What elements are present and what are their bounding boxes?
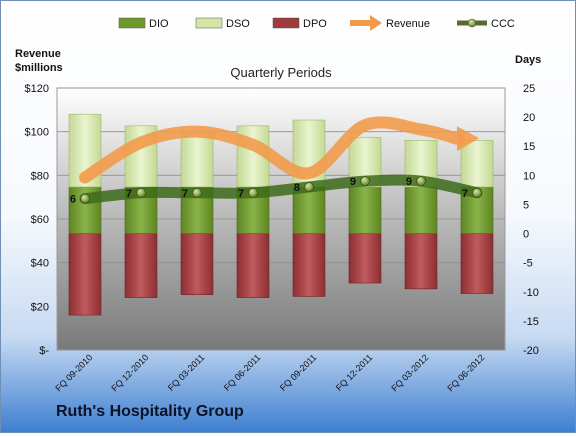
- ccc-point: [80, 193, 90, 204]
- y-left-label-line1: Revenue: [15, 48, 61, 60]
- y-left-tick-label: $120: [25, 83, 49, 95]
- ccc-point: [192, 187, 202, 198]
- revenue-line: [79, 116, 465, 184]
- x-tick-label: FQ 03-2011: [166, 352, 207, 393]
- legend-swatch-arrowhead: [370, 15, 382, 31]
- bar-dpo: [292, 233, 326, 297]
- ccc-data-label: 7: [182, 188, 188, 200]
- ccc-point: [304, 182, 314, 192]
- chart-title: Quarterly Periods: [230, 65, 332, 80]
- y-right-label: Days: [515, 54, 541, 66]
- bar-dpo: [180, 233, 214, 295]
- legend-label: DIO: [149, 18, 169, 30]
- ccc-data-label: 6: [70, 194, 76, 206]
- ccc-data-label: 9: [350, 176, 356, 188]
- legend-item-ccc: CCC: [457, 18, 515, 30]
- bar-dpo: [236, 233, 270, 298]
- bar-dpo: [124, 233, 158, 298]
- bar-dpo: [348, 233, 382, 284]
- x-tick-label: FQ 12-2010: [109, 352, 150, 393]
- y-right-tick-label: -5: [523, 258, 533, 270]
- legend-label: DPO: [303, 18, 327, 30]
- legend-item-dso: DSO: [195, 17, 250, 30]
- ccc-point: [136, 187, 146, 198]
- company-name: Ruth's Hospitality Group: [56, 403, 244, 420]
- y-left-tick-label: $80: [31, 170, 49, 182]
- y-right-tick-label: 10: [523, 170, 535, 182]
- y-right-tick-label: 20: [523, 112, 535, 124]
- legend-swatch: [272, 17, 300, 29]
- y-left-tick-label: $-: [39, 345, 49, 357]
- bar-dpo: [404, 233, 438, 290]
- ccc-data-label: 7: [126, 188, 132, 200]
- y-right-tick-label: 15: [523, 141, 535, 153]
- legend-swatch-dot: [467, 18, 477, 28]
- legend-label: Revenue: [386, 18, 430, 30]
- ccc-data-label: 9: [406, 176, 412, 188]
- x-tick-label: FQ 06-2011: [222, 352, 263, 393]
- legend-swatch: [195, 17, 223, 29]
- legend-label: CCC: [491, 18, 515, 30]
- x-tick-label: FQ 06-2012: [445, 352, 486, 393]
- revenue-arrowhead: [457, 126, 479, 152]
- y-left-tick-label: $100: [25, 127, 49, 139]
- y-left-label-line2: $millions: [15, 62, 63, 74]
- legend-label: DSO: [226, 18, 250, 30]
- ccc-data-label: 8: [294, 182, 300, 194]
- x-tick-label: FQ 09-2010: [53, 352, 94, 393]
- y-left-tick-label: $20: [31, 301, 49, 313]
- legend-swatch: [350, 20, 372, 26]
- ccc-point: [248, 187, 258, 198]
- bar-dso: [180, 131, 214, 188]
- ccc-point: [472, 187, 482, 198]
- legend-item-dio: DIO: [118, 17, 169, 30]
- bar-dpo: [460, 233, 494, 294]
- y-right-tick-label: -10: [523, 287, 539, 299]
- x-tick-label: FQ 09-2011: [278, 352, 319, 393]
- x-tick-label: FQ 12-2011: [334, 352, 375, 393]
- ccc-data-label: 7: [462, 188, 468, 200]
- y-right-tick-label: -15: [523, 316, 539, 328]
- y-right-tick-label: 0: [523, 229, 529, 241]
- legend-swatch: [118, 17, 146, 29]
- bar-dio: [404, 186, 438, 234]
- y-right-tick-label: -20: [523, 345, 539, 357]
- bar-dpo: [68, 233, 102, 316]
- y-left-tick-label: $60: [31, 214, 49, 226]
- ccc-point: [416, 176, 426, 187]
- bar-dio: [292, 186, 326, 234]
- ccc-data-label: 7: [238, 188, 244, 200]
- y-left-tick-label: $40: [31, 258, 49, 270]
- x-tick-label: FQ 03-2012: [389, 352, 430, 393]
- legend-item-revenue: Revenue: [350, 15, 430, 31]
- bar-dio: [348, 186, 382, 234]
- legend-item-dpo: DPO: [272, 17, 327, 30]
- ccc-point: [360, 176, 370, 187]
- bar-dso: [460, 140, 494, 188]
- y-right-tick-label: 5: [523, 199, 529, 211]
- y-right-tick-label: 25: [523, 83, 535, 95]
